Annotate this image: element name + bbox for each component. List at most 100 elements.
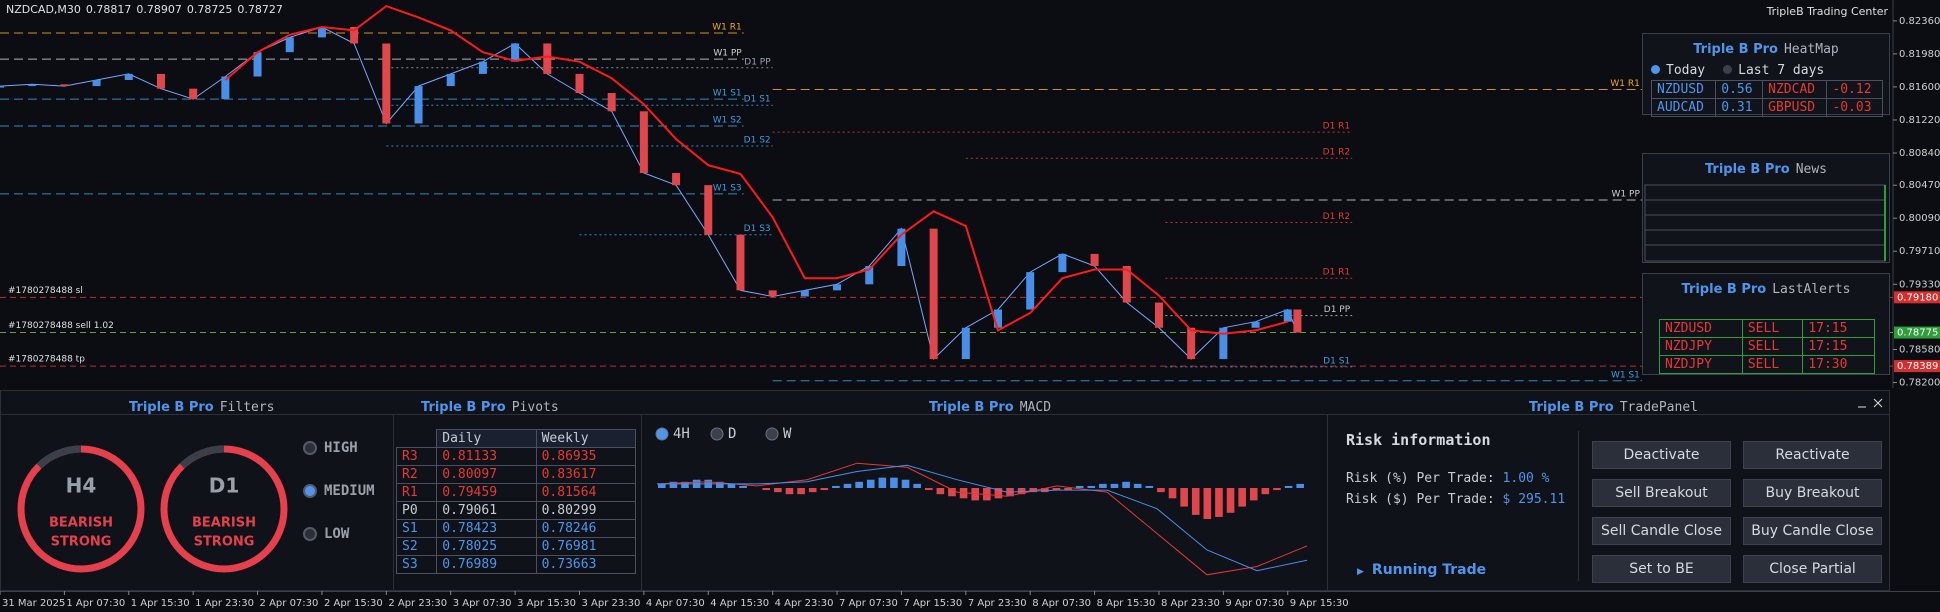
candle (1293, 309, 1302, 333)
risk-row: Risk ($) Per Trade: $ 295.11 (1346, 492, 1565, 507)
gauge-ring (160, 445, 288, 573)
trade-button[interactable]: Close Partial (1743, 555, 1882, 583)
candle (994, 309, 1003, 328)
candle (704, 185, 713, 235)
candle (221, 76, 230, 100)
radio[interactable] (303, 484, 317, 498)
histogram-bar (1041, 488, 1049, 493)
trade-button[interactable]: Sell Breakout (1592, 479, 1731, 507)
candle (575, 73, 584, 94)
gauge-text: BEARISH (192, 516, 256, 531)
running-trade[interactable]: ▶ Running Trade (1357, 562, 1486, 578)
option-label: MEDIUM (324, 483, 375, 499)
cell: AUDCAD (1650, 98, 1717, 117)
histogram-bar (971, 488, 979, 501)
label: Risk (%) Per Trade: (1346, 471, 1495, 486)
divider (393, 414, 394, 591)
histogram-bar (658, 483, 666, 488)
histogram-bar (1249, 488, 1258, 501)
level-label: D1 R1 (1323, 268, 1351, 278)
cell: 0.80299 (535, 501, 637, 520)
alerts-table: NZDUSD SELL 17:15 NZDJPY SELL 17:15 NZDJPY SELL… (1659, 319, 1875, 374)
candle (156, 73, 165, 89)
macd-chart: 4H D W (655, 426, 1308, 576)
histogram-bar (808, 488, 817, 493)
value: 1.00 % (1502, 471, 1550, 486)
y-tick-label: 0.78200 (1899, 378, 1940, 388)
candle (1122, 266, 1131, 303)
level-label: D1 R2 (1323, 212, 1351, 222)
heatmap-table: NZDUSD 0.56 NZDCAD -0.12 AUDCAD 0.31 GBPUSD -0.… (1650, 80, 1883, 117)
title: HeatMap (1783, 42, 1839, 57)
panel-title: Triple B Pro MACD (929, 396, 1051, 415)
candle (1219, 327, 1228, 360)
trade-button[interactable]: Set to BE (1592, 555, 1731, 583)
y-tick-label: 0.79710 (1899, 246, 1940, 257)
option[interactable]: Today (1651, 63, 1705, 78)
option[interactable]: Last 7 days (1723, 63, 1824, 78)
y-tick-label: 0.80840 (1899, 148, 1940, 159)
options: Today Last 7 days (1651, 63, 1889, 78)
risk-heading: Risk information (1346, 431, 1491, 449)
brand-header: TripleB Trading Center (1766, 5, 1889, 18)
cell: 17:15 (1802, 319, 1875, 338)
histogram-bar (866, 479, 875, 488)
histogram-bar (716, 481, 724, 488)
x-tick-label: 2 Apr 15:30 (324, 598, 383, 609)
cell: 0.81133 (436, 447, 537, 466)
level-label: D1 S3 (744, 224, 771, 234)
trade-button[interactable]: Buy Breakout (1743, 479, 1882, 507)
divider (1327, 414, 1328, 591)
close[interactable] (1873, 398, 1883, 408)
y-tick-label: 0.82360 (1899, 16, 1940, 27)
radio[interactable] (765, 427, 779, 441)
brand: Triple B Pro (929, 400, 1014, 415)
candle (253, 52, 262, 77)
candle (639, 111, 648, 174)
gauge-track (36, 445, 82, 469)
candle (1283, 309, 1292, 322)
histogram-bar (948, 488, 956, 497)
radio[interactable] (655, 427, 669, 441)
x-tick-label: 1 Apr 07:30 (66, 598, 125, 609)
histogram-bar (924, 488, 933, 491)
histogram-bar (820, 488, 829, 491)
title: LastAlerts (1772, 282, 1851, 297)
price-tag (1894, 326, 1940, 339)
histogram-bar (1284, 485, 1293, 488)
trade-button[interactable]: Buy Candle Close (1743, 517, 1882, 545)
y-tick-label: 0.81980 (1899, 49, 1940, 60)
alerts-panel: Triple B Pro LastAlerts NZDUSD SELL 17:15 NZ… (1642, 273, 1890, 375)
gauge-tf: D1 (209, 474, 240, 498)
x-tick-label: 1 Apr 23:30 (195, 598, 254, 609)
y-tick-label: 0.78580 (1899, 344, 1940, 355)
x-tick-label: 4 Apr 07:30 (646, 598, 705, 609)
y-tick-label: 0.80090 (1899, 213, 1940, 224)
trade-button[interactable]: Sell Candle Close (1592, 517, 1731, 545)
column-header: Daily (436, 429, 537, 448)
label: Risk ($) Per Trade: (1346, 492, 1495, 507)
radio[interactable] (303, 441, 317, 455)
candle (511, 43, 520, 62)
x-tick-label: 9 Apr 07:30 (1225, 598, 1284, 609)
histogram-bar (669, 481, 678, 488)
candle (897, 228, 906, 267)
candle (382, 43, 391, 124)
trade-button[interactable]: Reactivate (1743, 441, 1882, 469)
radio[interactable] (303, 527, 317, 541)
filters: H4 BEARISH STRONG D1 BEARISH STRONG HIGH MEDIUM… (17, 440, 375, 573)
cell: SELL (1741, 337, 1804, 356)
candle (189, 88, 198, 100)
histogram-bar (1296, 483, 1304, 488)
radio[interactable] (710, 427, 724, 441)
trade-button[interactable]: Deactivate (1592, 441, 1731, 469)
panel-title: Triple B Pro News (1643, 158, 1889, 177)
brand: Triple B Pro (1704, 162, 1790, 177)
cell: SELL (1741, 319, 1804, 338)
price-chart: NZDCAD,M30 0.78817 0.78907 0.78725 0.78727 T… (0, 0, 1940, 388)
title: News (1795, 162, 1828, 177)
title: Filters (219, 400, 275, 415)
title: TradePanel (1619, 400, 1698, 415)
cell: -0.12 (1826, 80, 1883, 99)
